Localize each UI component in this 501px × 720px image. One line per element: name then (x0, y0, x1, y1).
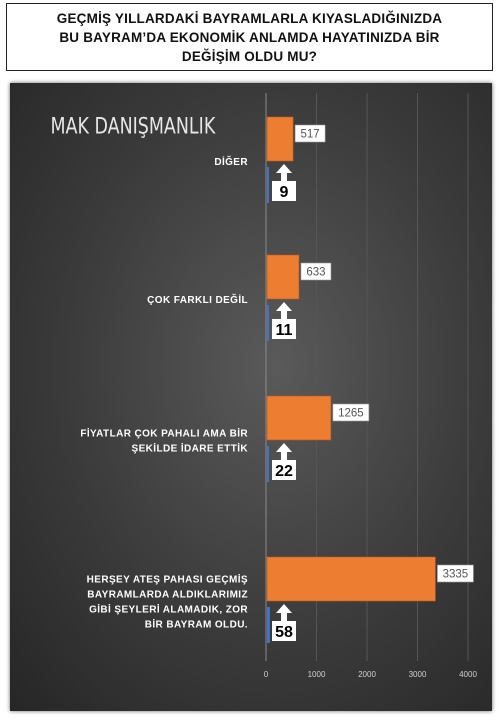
data-label-box (300, 262, 332, 281)
data-label-box-small (272, 460, 296, 480)
bar-series-1 (266, 395, 332, 441)
data-label-box (294, 124, 326, 143)
data-label-series-2: 58 (275, 624, 293, 641)
callout-arrow (276, 604, 292, 621)
data-label-box-small (272, 621, 296, 641)
chart-background (10, 83, 492, 711)
chart-title-box: GEÇMİŞ YILLARDAKİ BAYRAMLARLA KIYASLADIĞ… (6, 3, 493, 71)
data-label-series-2: 9 (280, 184, 289, 201)
bar-series-1 (266, 556, 436, 602)
category-label: BAYRAMLARDA ALDIKLARIMIZ (87, 590, 248, 601)
bar-series-2 (267, 305, 269, 341)
data-label-series-1: 3335 (443, 569, 469, 581)
callout-arrow (276, 164, 292, 181)
watermark-text: MAK DANIŞMANLIK (50, 114, 216, 139)
bar-chart: MAK DANIŞMANLIK 0 1000 2000 3000 4000 517 9 DİĞE… (50, 93, 477, 679)
x-tick-label: 1000 (308, 670, 326, 679)
bar-series-1 (266, 116, 294, 162)
data-label-box-small (272, 319, 296, 339)
data-label-box (332, 403, 370, 422)
bar-series-2 (267, 446, 269, 482)
category-label: BİR BAYRAM OLDU. (145, 618, 248, 631)
data-label-series-2: 22 (275, 463, 293, 480)
bar-series-1 (266, 254, 300, 300)
data-label-series-2: 11 (276, 322, 293, 339)
category-label: FİYATLAR ÇOK PAHALI AMA BİR (80, 427, 248, 440)
category-label: ÇOK FARKLI DEĞİL (147, 293, 248, 306)
category-label: ŞEKİLDE İDARE ETTİK (132, 442, 249, 455)
data-label-series-1: 633 (306, 267, 325, 279)
category-label: GİBİ ŞEYLERİ ALAMADIK, ZOR (89, 603, 248, 616)
category-label: HERŞEY ATEŞ PAHASI GEÇMİŞ (87, 573, 248, 586)
data-label-series-1: 517 (301, 129, 320, 141)
title-line-1: GEÇMİŞ YILLARDAKİ BAYRAMLARLA KIYASLADIĞ… (56, 10, 443, 26)
bar-series-2 (267, 167, 269, 203)
title-line-2: BU BAYRAM’DA EKONOMİK ANLAMDA HAYATINIZD… (59, 29, 440, 45)
x-tick-label: 4000 (459, 670, 477, 679)
data-label-series-1: 1265 (338, 408, 364, 420)
data-label-box-small (272, 181, 296, 201)
callout-arrow (276, 302, 292, 319)
title-line-3: DEĞİŞİM OLDU MU? (181, 48, 318, 64)
category-label: DİĞER (214, 155, 248, 168)
bar-series-2 (267, 607, 270, 643)
callout-arrow (276, 443, 292, 460)
x-tick-label: 2000 (358, 670, 376, 679)
data-label-box (437, 564, 474, 583)
x-tick-label: 0 (264, 670, 269, 679)
x-tick-label: 3000 (409, 670, 427, 679)
